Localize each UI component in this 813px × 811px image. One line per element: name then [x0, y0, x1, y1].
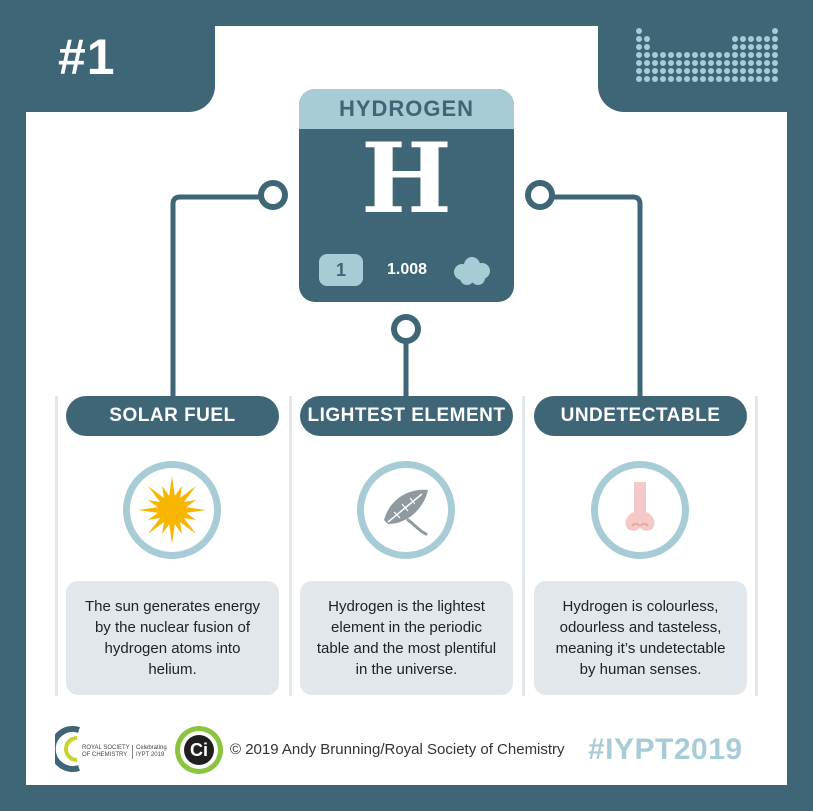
rsc-logo-text: ROYAL SOCIETY OF CHEMISTRY — [82, 745, 130, 758]
element-card-header — [299, 89, 514, 129]
feather-icon-ring — [357, 461, 455, 559]
iypt-logo-text: Celebrating IYPT 2019 — [132, 745, 167, 759]
cloud-icon — [454, 257, 490, 285]
copyright-text: © 2019 Andy Brunning/Royal Society of Ch… — [230, 741, 565, 758]
nose-icon — [625, 482, 655, 531]
fact-title-solar-fuel: SOLAR FUEL — [66, 396, 279, 436]
sun-icon — [138, 476, 206, 544]
fact-text-solar-fuel: The sun generates energy by the nuclear … — [66, 581, 279, 695]
atomic-mass: 1.008 — [386, 261, 428, 278]
element-symbol: H — [361, 122, 452, 235]
ci-logo-text: Ci — [184, 735, 214, 765]
rank-tab — [0, 0, 215, 112]
atomic-number: 1 — [319, 254, 363, 286]
column-divider — [755, 396, 758, 696]
element-name: HYDROGEN — [338, 96, 475, 121]
column-divider — [522, 396, 525, 696]
hashtag: #IYPT2019 — [588, 733, 743, 766]
fact-text-lightest-element: Hydrogen is the lightest element in the … — [300, 581, 513, 695]
ci-logo: Ci — [175, 726, 223, 774]
fact-text-undetectable: Hydrogen is colourless, odourless and ta… — [534, 581, 747, 695]
fact-title-lightest-element: LIGHTEST ELEMENT — [300, 396, 513, 436]
element-card: HYDROGEN H — [299, 89, 514, 302]
column-divider — [55, 396, 58, 696]
rank-number: #1 — [58, 29, 116, 85]
rsc-logo-icon — [55, 726, 80, 772]
feather-icon — [384, 489, 428, 536]
sun-icon-ring — [123, 461, 221, 559]
fact-title-undetectable: UNDETECTABLE — [534, 396, 747, 436]
column-divider — [289, 396, 292, 696]
nose-icon-ring — [591, 461, 689, 559]
